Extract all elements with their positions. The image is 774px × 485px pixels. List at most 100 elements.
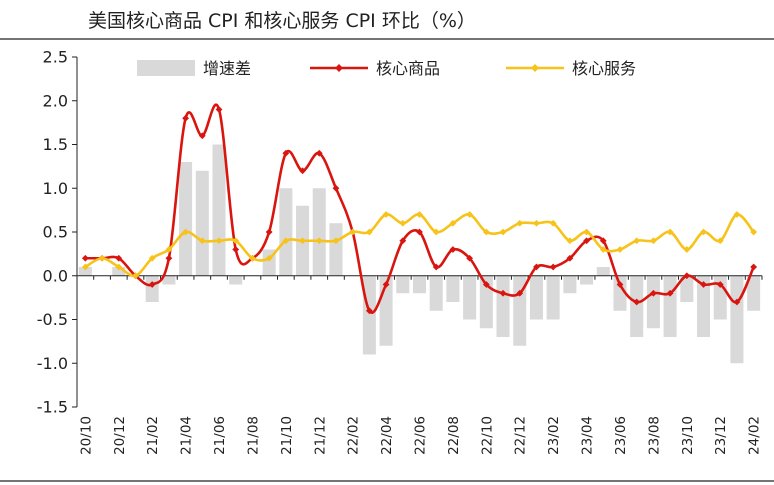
- x-tick-label: 23/12: [713, 416, 729, 455]
- point-核心服务-23/06: [616, 246, 624, 253]
- point-核心服务-22/02: [349, 228, 357, 236]
- point-核心服务-22/07: [432, 228, 440, 236]
- bars-layer: [78, 144, 761, 364]
- point-核心商品-21/05: [198, 132, 206, 140]
- point-核心服务-20/10: [81, 263, 89, 271]
- x-tick-label: 21/06: [212, 416, 228, 455]
- x-tick-label: 23/02: [546, 416, 562, 455]
- point-核心商品-23/04: [583, 237, 590, 245]
- bar-21/05: [195, 170, 209, 276]
- point-核心商品-21/11: [299, 167, 306, 175]
- bar-23/04: [580, 275, 594, 285]
- point-核心服务-23/07: [633, 237, 641, 245]
- point-核心服务-22/05: [399, 219, 407, 227]
- bar-22/07: [429, 275, 443, 311]
- point-核心服务-21/07: [232, 237, 240, 245]
- bar-23/07: [630, 275, 644, 337]
- point-核心服务-23/10: [683, 246, 691, 253]
- bar-22/09: [463, 275, 477, 320]
- bar-21/12: [312, 188, 326, 276]
- bar-23/02: [546, 275, 560, 320]
- x-tick-label: 23/08: [646, 416, 662, 455]
- point-核心服务-22/06: [416, 211, 423, 218]
- x-tick-label: 22/08: [446, 416, 462, 455]
- bar-24/01: [730, 275, 744, 364]
- point-核心商品-21/09: [265, 228, 273, 236]
- point-核心服务-22/01: [332, 237, 340, 245]
- point-核心商品-22/01: [332, 184, 340, 192]
- point-核心商品-21/07: [232, 246, 240, 253]
- x-tick-label: 21/02: [145, 416, 161, 455]
- point-核心商品-23/03: [566, 254, 574, 262]
- x-tick-label: 21/10: [279, 416, 295, 455]
- point-核心服务-21/03: [165, 246, 173, 253]
- point-核心服务-23/02: [549, 219, 557, 227]
- point-核心商品-24/02: [750, 263, 758, 271]
- point-核心商品-21/10: [282, 149, 290, 157]
- bar-23/01: [529, 275, 543, 320]
- point-核心商品-23/05: [599, 237, 607, 245]
- bar-21/06: [212, 144, 226, 276]
- point-核心服务-21/10: [282, 237, 290, 245]
- point-核心服务-21/05: [198, 237, 206, 245]
- bar-23/11: [697, 275, 711, 337]
- point-核心商品-22/11: [499, 289, 507, 297]
- x-tick-label: 21/04: [179, 416, 195, 455]
- x-tick-label: 21/08: [245, 416, 261, 455]
- point-核心服务-22/11: [499, 228, 507, 236]
- y-tick-label: 0.5: [43, 223, 68, 242]
- x-tick-label: 22/04: [379, 416, 395, 455]
- point-核心服务-22/03: [365, 228, 373, 236]
- point-核心服务-22/10: [482, 228, 490, 236]
- bar-22/11: [496, 275, 510, 337]
- bar-22/03: [362, 275, 376, 355]
- bar-20/12: [112, 267, 126, 276]
- point-核心服务-23/11: [700, 228, 707, 236]
- point-核心服务-24/01: [733, 211, 741, 218]
- x-tick-label: 24/02: [747, 416, 763, 455]
- bar-23/03: [563, 275, 577, 294]
- x-tick-label: 20/10: [78, 416, 94, 455]
- y-tick-label: -1.0: [37, 354, 68, 373]
- legend-marker-核心商品: [335, 64, 343, 72]
- y-tick-label: -0.5: [37, 310, 68, 329]
- x-tick-label: 22/10: [479, 416, 495, 455]
- point-核心商品-24/01: [733, 298, 741, 306]
- point-核心商品-23/09: [666, 289, 674, 297]
- point-核心商品-21/06: [215, 106, 223, 113]
- bar-23/09: [663, 275, 677, 337]
- point-核心服务-21/02: [148, 254, 156, 262]
- x-tick-label: 23/04: [580, 416, 596, 455]
- y-tick-label: 1.0: [43, 179, 68, 198]
- bar-21/07: [229, 275, 243, 285]
- point-核心服务-23/04: [583, 228, 590, 236]
- bar-21/10: [279, 188, 293, 276]
- legend: 增速差 核心商品 核心服务: [137, 59, 636, 78]
- legend-label-核心服务: 核心服务: [572, 59, 636, 78]
- point-核心商品-22/06: [416, 228, 423, 236]
- bar-22/06: [412, 275, 427, 294]
- point-核心商品-21/02: [148, 281, 156, 288]
- legend-label-核心商品: 核心商品: [376, 59, 440, 78]
- x-tick-label: 21/12: [312, 416, 328, 455]
- legend-label-增速差: 增速差: [203, 59, 251, 78]
- point-核心服务-20/11: [98, 254, 106, 262]
- x-tick-label: 22/02: [346, 416, 362, 455]
- legend-marker-核心服务: [531, 64, 539, 72]
- y-tick-label: 2.5: [43, 48, 68, 67]
- y-tick-label: 2.0: [43, 91, 68, 110]
- bar-22/01: [329, 223, 343, 276]
- bar-21/02: [145, 275, 159, 302]
- point-核心商品-20/10: [81, 254, 89, 262]
- x-tick-label: 22/06: [413, 416, 429, 455]
- bar-23/10: [680, 275, 694, 302]
- bar-20/10: [78, 267, 92, 276]
- point-核心商品-22/10: [482, 281, 490, 288]
- point-核心商品-22/03: [365, 307, 373, 315]
- point-核心服务-22/09: [466, 211, 474, 218]
- bar-22/05: [396, 275, 410, 294]
- axes-layer: 2.5 2.0 1.5 1.0 0.5 0.0 -0.5 -1.0 -1.5 20/10 20/12…: [37, 48, 763, 455]
- point-核心服务-23/09: [666, 228, 674, 236]
- bar-21/04: [179, 162, 193, 276]
